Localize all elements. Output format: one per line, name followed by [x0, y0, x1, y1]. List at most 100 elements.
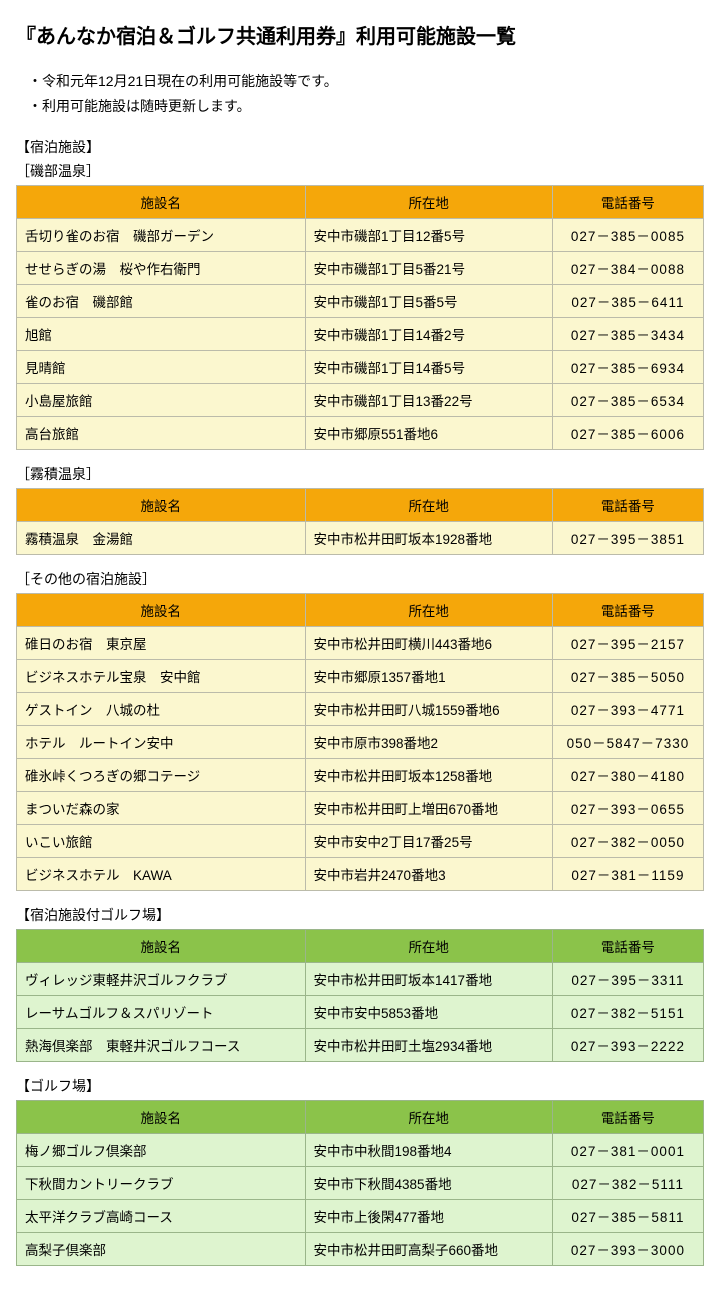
- facility-phone: 027－381－1159: [552, 858, 703, 891]
- facility-address: 安中市磯部1丁目5番21号: [305, 252, 552, 285]
- facility-phone: 027－395－3311: [552, 963, 703, 996]
- column-header: 所在地: [305, 489, 552, 522]
- facility-address: 安中市松井田町土塩2934番地: [305, 1029, 552, 1062]
- facility-table: 施設名所在地電話番号ヴィレッジ東軽井沢ゴルフクラブ安中市松井田町坂本1417番地…: [16, 929, 704, 1062]
- table-row: いこい旅館安中市安中2丁目17番25号027－382－0050: [17, 825, 704, 858]
- table-row: 見晴館安中市磯部1丁目14番5号027－385－6934: [17, 351, 704, 384]
- table-row: ホテル ルートイン安中安中市原市398番地2050－5847－7330: [17, 726, 704, 759]
- facility-phone: 027－385－6934: [552, 351, 703, 384]
- facility-address: 安中市安中5853番地: [305, 996, 552, 1029]
- table-row: ヴィレッジ東軽井沢ゴルフクラブ安中市松井田町坂本1417番地027－395－33…: [17, 963, 704, 996]
- table-row: 熱海倶楽部 東軽井沢ゴルフコース安中市松井田町土塩2934番地027－393－2…: [17, 1029, 704, 1062]
- column-header: 施設名: [17, 1101, 306, 1134]
- facility-name: ホテル ルートイン安中: [17, 726, 306, 759]
- table-row: ビジネスホテル宝泉 安中館安中市郷原1357番地1027－385－5050: [17, 660, 704, 693]
- facility-name: 碓日のお宿 東京屋: [17, 627, 306, 660]
- facility-name: 高台旅館: [17, 417, 306, 450]
- facility-phone: 027－395－2157: [552, 627, 703, 660]
- column-header: 電話番号: [552, 930, 703, 963]
- facility-address: 安中市郷原551番地6: [305, 417, 552, 450]
- content-area: 【宿泊施設】［磯部温泉］施設名所在地電話番号舌切り雀のお宿 磯部ガーデン安中市磯…: [16, 137, 704, 1266]
- facility-name: 碓氷峠くつろぎの郷コテージ: [17, 759, 306, 792]
- section-heading: 【ゴルフ場】: [16, 1076, 704, 1096]
- table-row: レーサムゴルフ＆スパリゾート安中市安中5853番地027－382－5151: [17, 996, 704, 1029]
- facility-address: 安中市安中2丁目17番25号: [305, 825, 552, 858]
- table-row: せせらぎの湯 桜や作右衛門安中市磯部1丁目5番21号027－384－0088: [17, 252, 704, 285]
- facility-address: 安中市松井田町横川443番地6: [305, 627, 552, 660]
- table-row: 高台旅館安中市郷原551番地6027－385－6006: [17, 417, 704, 450]
- facility-phone: 027－385－3434: [552, 318, 703, 351]
- facility-name: ヴィレッジ東軽井沢ゴルフクラブ: [17, 963, 306, 996]
- facility-address: 安中市松井田町高梨子660番地: [305, 1233, 552, 1266]
- table-row: ゲストイン 八城の杜安中市松井田町八城1559番地6027－393－4771: [17, 693, 704, 726]
- facility-table: 施設名所在地電話番号舌切り雀のお宿 磯部ガーデン安中市磯部1丁目12番5号027…: [16, 185, 704, 450]
- facility-address: 安中市磯部1丁目12番5号: [305, 219, 552, 252]
- facility-address: 安中市原市398番地2: [305, 726, 552, 759]
- column-header: 施設名: [17, 489, 306, 522]
- facility-phone: 050－5847－7330: [552, 726, 703, 759]
- column-header: 所在地: [305, 1101, 552, 1134]
- facility-phone: 027－385－5050: [552, 660, 703, 693]
- facility-table: 施設名所在地電話番号霧積温泉 金湯館安中市松井田町坂本1928番地027－395…: [16, 488, 704, 555]
- facility-address: 安中市松井田町坂本1417番地: [305, 963, 552, 996]
- table-row: まついだ森の家安中市松井田町上増田670番地027－393－0655: [17, 792, 704, 825]
- facility-phone: 027－393－2222: [552, 1029, 703, 1062]
- facility-address: 安中市松井田町坂本1258番地: [305, 759, 552, 792]
- facility-phone: 027－393－0655: [552, 792, 703, 825]
- facility-name: 雀のお宿 磯部館: [17, 285, 306, 318]
- table-row: 碓日のお宿 東京屋安中市松井田町横川443番地6027－395－2157: [17, 627, 704, 660]
- column-header: 電話番号: [552, 186, 703, 219]
- table-row: 高梨子倶楽部安中市松井田町高梨子660番地027－393－3000: [17, 1233, 704, 1266]
- facility-address: 安中市岩井2470番地3: [305, 858, 552, 891]
- page-title: 『あんなか宿泊＆ゴルフ共通利用券』利用可能施設一覧: [16, 20, 704, 49]
- facility-address: 安中市下秋間4385番地: [305, 1167, 552, 1200]
- facility-name: ビジネスホテル KAWA: [17, 858, 306, 891]
- facility-address: 安中市磯部1丁目5番5号: [305, 285, 552, 318]
- facility-name: まついだ森の家: [17, 792, 306, 825]
- table-row: 太平洋クラブ高崎コース安中市上後閑477番地027－385－5811: [17, 1200, 704, 1233]
- column-header: 施設名: [17, 186, 306, 219]
- facility-table: 施設名所在地電話番号碓日のお宿 東京屋安中市松井田町横川443番地6027－39…: [16, 593, 704, 891]
- facility-name: 高梨子倶楽部: [17, 1233, 306, 1266]
- facility-name: 舌切り雀のお宿 磯部ガーデン: [17, 219, 306, 252]
- section-heading: 【宿泊施設】: [16, 137, 704, 157]
- facility-name: 小島屋旅館: [17, 384, 306, 417]
- subsection-heading: ［その他の宿泊施設］: [16, 569, 704, 589]
- facility-address: 安中市中秋間198番地4: [305, 1134, 552, 1167]
- column-header: 所在地: [305, 594, 552, 627]
- table-row: 梅ノ郷ゴルフ倶楽部安中市中秋間198番地4027－381－0001: [17, 1134, 704, 1167]
- column-header: 所在地: [305, 186, 552, 219]
- facility-name: 下秋間カントリークラブ: [17, 1167, 306, 1200]
- table-row: 下秋間カントリークラブ安中市下秋間4385番地027－382－5111: [17, 1167, 704, 1200]
- facility-address: 安中市松井田町坂本1928番地: [305, 522, 552, 555]
- facility-name: 梅ノ郷ゴルフ倶楽部: [17, 1134, 306, 1167]
- facility-phone: 027－384－0088: [552, 252, 703, 285]
- facility-name: 霧積温泉 金湯館: [17, 522, 306, 555]
- subsection-heading: ［霧積温泉］: [16, 464, 704, 484]
- facility-name: レーサムゴルフ＆スパリゾート: [17, 996, 306, 1029]
- facility-phone: 027－393－4771: [552, 693, 703, 726]
- facility-name: 見晴館: [17, 351, 306, 384]
- facility-address: 安中市上後閑477番地: [305, 1200, 552, 1233]
- facility-phone: 027－382－0050: [552, 825, 703, 858]
- facility-address: 安中市松井田町八城1559番地6: [305, 693, 552, 726]
- table-row: 霧積温泉 金湯館安中市松井田町坂本1928番地027－395－3851: [17, 522, 704, 555]
- facility-phone: 027－381－0001: [552, 1134, 703, 1167]
- note-line: ・利用可能施設は随時更新します。: [28, 94, 704, 119]
- facility-address: 安中市磯部1丁目14番2号: [305, 318, 552, 351]
- facility-address: 安中市郷原1357番地1: [305, 660, 552, 693]
- column-header: 電話番号: [552, 1101, 703, 1134]
- facility-name: せせらぎの湯 桜や作右衛門: [17, 252, 306, 285]
- note-line: ・令和元年12月21日現在の利用可能施設等です。: [28, 69, 704, 94]
- facility-phone: 027－385－6006: [552, 417, 703, 450]
- facility-phone: 027－382－5111: [552, 1167, 703, 1200]
- column-header: 電話番号: [552, 489, 703, 522]
- facility-address: 安中市松井田町上増田670番地: [305, 792, 552, 825]
- table-row: 舌切り雀のお宿 磯部ガーデン安中市磯部1丁目12番5号027－385－0085: [17, 219, 704, 252]
- column-header: 施設名: [17, 594, 306, 627]
- table-row: 雀のお宿 磯部館安中市磯部1丁目5番5号027－385－6411: [17, 285, 704, 318]
- facility-name: 熱海倶楽部 東軽井沢ゴルフコース: [17, 1029, 306, 1062]
- facility-table: 施設名所在地電話番号梅ノ郷ゴルフ倶楽部安中市中秋間198番地4027－381－0…: [16, 1100, 704, 1266]
- facility-phone: 027－385－6411: [552, 285, 703, 318]
- facility-phone: 027－380－4180: [552, 759, 703, 792]
